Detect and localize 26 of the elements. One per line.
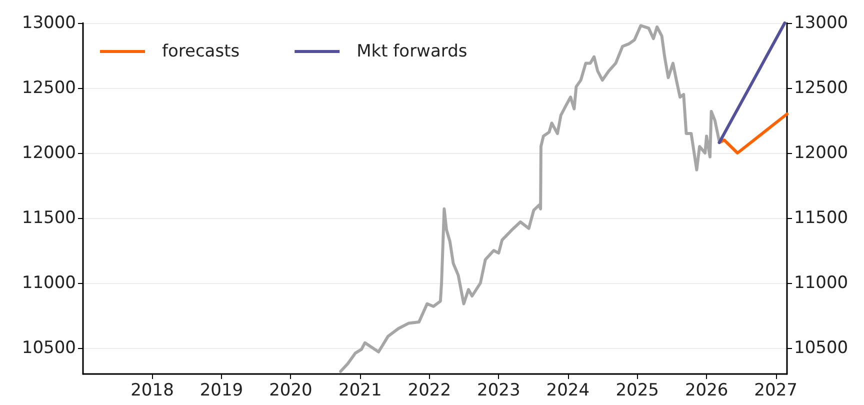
y2-tick-label: 12500 — [794, 78, 848, 98]
line-series — [339, 24, 721, 373]
x-tick-label: 2022 — [408, 380, 452, 400]
x-tick-label: 2027 — [754, 380, 798, 400]
x-tick-label: 2020 — [269, 380, 312, 400]
y2-tick-label: 13000 — [794, 13, 848, 33]
y2-tick-label: 12000 — [794, 143, 848, 163]
line-series — [718, 112, 788, 154]
y-tick-label: 13000 — [22, 13, 76, 33]
x-tick-label: 2026 — [684, 380, 728, 400]
y-tick-label: 11500 — [22, 208, 76, 228]
y2-tick-label: 10500 — [794, 338, 848, 358]
y2-tick-label: 11000 — [794, 273, 848, 293]
x-tick-label: 2024 — [546, 380, 590, 400]
y2-tick-label: 11500 — [794, 208, 848, 228]
legend-label: Mkt forwards — [356, 42, 468, 62]
y-tick-label: 10500 — [22, 338, 76, 358]
y-tick-label: 12500 — [22, 78, 76, 98]
x-tick-label: 2023 — [477, 380, 520, 400]
y-tick-label: 11000 — [22, 273, 76, 293]
y-tick-label: 12000 — [22, 143, 76, 163]
legend-label: forecasts — [162, 42, 240, 62]
x-tick-label: 2019 — [200, 380, 244, 400]
x-tick-label: 2025 — [616, 380, 659, 400]
x-tick-label: 2018 — [130, 380, 174, 400]
x-tick-label: 2021 — [338, 380, 382, 400]
